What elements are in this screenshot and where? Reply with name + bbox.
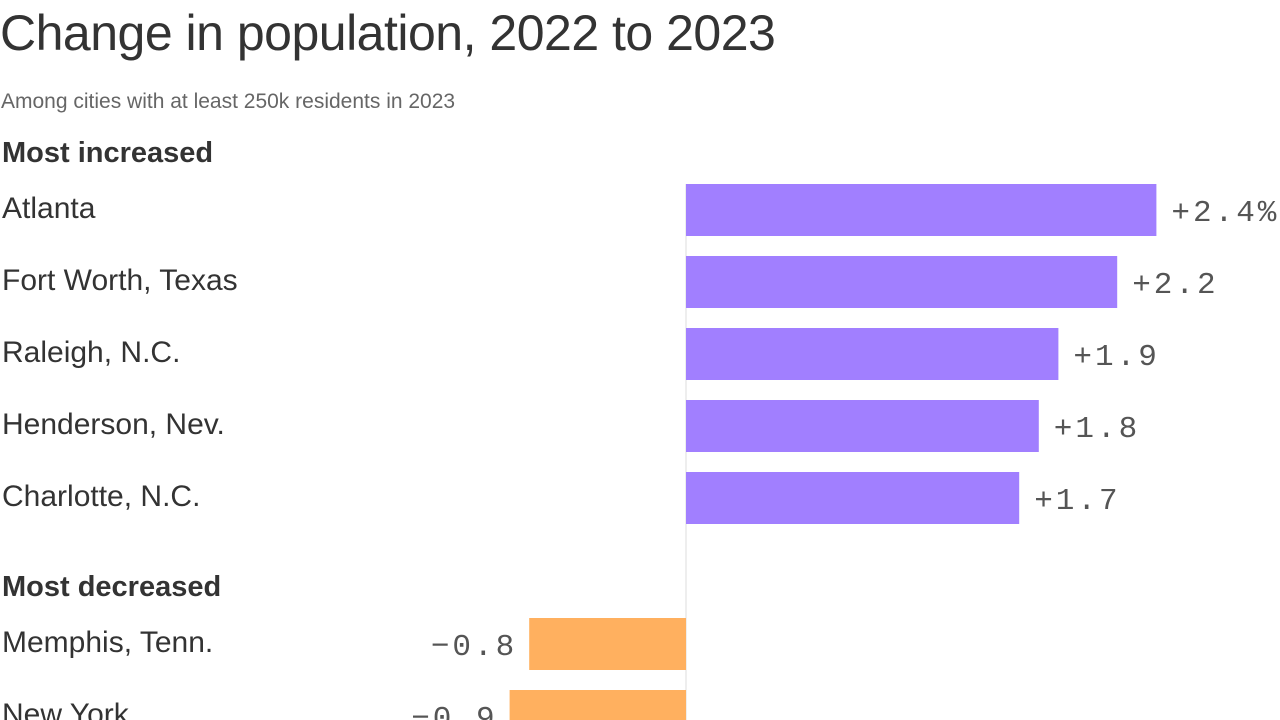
- value-label: +1.7: [1034, 484, 1120, 519]
- chart-subtitle: Among cities with at least 250k resident…: [1, 90, 456, 113]
- bar: [509, 690, 686, 720]
- category-label: New York: [2, 698, 130, 720]
- category-label: Raleigh, N.C.: [2, 336, 180, 369]
- value-label: +2.2: [1132, 268, 1218, 303]
- category-label: Memphis, Tenn.: [2, 626, 213, 659]
- value-label: −0.8: [431, 630, 517, 665]
- category-label: Atlanta: [2, 192, 96, 225]
- bar: [686, 400, 1039, 452]
- chart-title: Change in population, 2022 to 2023: [0, 5, 776, 61]
- bar: [686, 256, 1118, 308]
- bar: [529, 618, 686, 670]
- category-label: Henderson, Nev.: [2, 408, 225, 441]
- value-label: +1.8: [1054, 412, 1140, 447]
- value-label: +1.9: [1073, 340, 1159, 375]
- category-label: Fort Worth, Texas: [2, 264, 238, 297]
- value-label: −0.9: [411, 702, 497, 720]
- bar: [686, 328, 1059, 380]
- group-label-decreased: Most decreased: [2, 571, 222, 603]
- category-label: Charlotte, N.C.: [2, 480, 200, 513]
- bar: [686, 184, 1157, 236]
- value-label: +2.4%: [1171, 196, 1279, 231]
- group-label-increased: Most increased: [2, 137, 214, 169]
- bar: [686, 472, 1020, 524]
